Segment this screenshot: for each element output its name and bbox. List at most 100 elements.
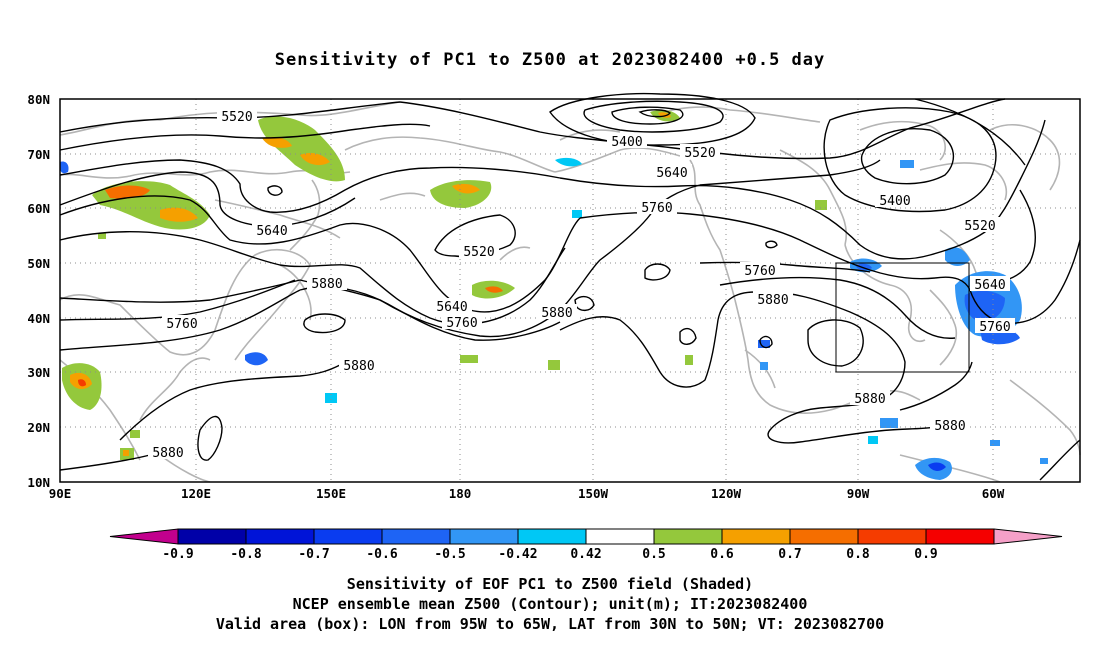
caption-block: Sensitivity of EOF PC1 to Z500 field (Sh… bbox=[0, 574, 1100, 634]
colorbar-swatch bbox=[313, 528, 383, 545]
contour-label: 5880 bbox=[854, 392, 885, 407]
colorbar-label: -0.8 bbox=[230, 547, 261, 562]
lat-label: 50N bbox=[27, 256, 50, 271]
contour-label-bg bbox=[459, 243, 499, 258]
contour-label-bg bbox=[637, 199, 677, 214]
contour-label: 5760 bbox=[744, 264, 775, 279]
contour-label-bg bbox=[680, 144, 720, 159]
colorbar-swatch bbox=[245, 528, 315, 545]
lon-label: 120E bbox=[181, 486, 211, 501]
lat-label: 40N bbox=[27, 311, 50, 326]
contour-label-bg bbox=[607, 133, 647, 148]
contour-label: 5880 bbox=[311, 277, 342, 292]
contour-label: 5520 bbox=[463, 245, 494, 260]
contour-label: 5520 bbox=[964, 219, 995, 234]
colorbar-label: 0.42 bbox=[570, 547, 601, 562]
contour-label-bg bbox=[442, 314, 482, 329]
contour-label-bg bbox=[960, 217, 1000, 232]
lon-label: 60W bbox=[982, 486, 1005, 501]
contour-label: 5880 bbox=[152, 446, 183, 461]
contour-label-bg bbox=[339, 357, 379, 372]
colorbar-label: -0.5 bbox=[434, 547, 465, 562]
contour-label-bg bbox=[252, 222, 292, 237]
map-frame bbox=[60, 99, 1080, 482]
colorbar-label: 0.5 bbox=[642, 547, 665, 562]
lat-label: 80N bbox=[27, 92, 50, 107]
colorbar-label: 0.8 bbox=[846, 547, 870, 562]
longitude-labels: 90E 120E 150E 180 150W 120W 90W 60W bbox=[49, 486, 1005, 501]
contour-label: 5520 bbox=[684, 146, 715, 161]
colorbar-label: -0.6 bbox=[366, 547, 397, 562]
contour-label: 5880 bbox=[757, 293, 788, 308]
contour-label: 5640 bbox=[256, 224, 287, 239]
contour-label: 5520 bbox=[221, 110, 252, 125]
contour-label-bg bbox=[148, 444, 188, 459]
contour-label-bg bbox=[930, 417, 970, 432]
lat-label: 70N bbox=[27, 147, 50, 162]
lat-label: 20N bbox=[27, 420, 50, 435]
contour-label-bg bbox=[740, 262, 780, 277]
colorbar-label: 0.9 bbox=[914, 547, 937, 562]
contour-label-bg bbox=[753, 291, 793, 306]
contour-label: 5880 bbox=[934, 419, 965, 434]
colorbar-label: -0.42 bbox=[498, 547, 537, 562]
lon-label: 90E bbox=[49, 486, 72, 501]
contour-label: 5640 bbox=[656, 166, 687, 181]
colorbar-swatch bbox=[653, 528, 723, 545]
caption-line: NCEP ensemble mean Z500 (Contour); unit(… bbox=[292, 595, 808, 613]
contour-label-bg bbox=[970, 276, 1010, 291]
caption-line: Valid area (box): LON from 95W to 65W, L… bbox=[215, 615, 885, 633]
colorbar-label: -0.7 bbox=[298, 547, 329, 562]
lon-label: 90W bbox=[847, 486, 870, 501]
colorbar-label: 0.6 bbox=[710, 547, 734, 562]
colorbar-swatch bbox=[789, 528, 859, 545]
lon-label: 120W bbox=[711, 486, 742, 501]
colorbar-labels: -0.9 -0.8 -0.7 -0.6 -0.5 -0.42 0.42 0.5 0.6 0.7 0.… bbox=[162, 547, 937, 562]
colorbar-label: -0.9 bbox=[162, 547, 193, 562]
colorbar-swatch bbox=[449, 528, 519, 545]
lon-label: 150W bbox=[578, 486, 609, 501]
lat-label: 10N bbox=[27, 475, 50, 490]
colorbar-swatch bbox=[585, 528, 655, 545]
contour-label-bg bbox=[537, 304, 577, 319]
contour-label-bg bbox=[975, 318, 1015, 333]
lon-label: 150E bbox=[316, 486, 346, 501]
lon-label: 180 bbox=[449, 486, 472, 501]
contour-label-bg bbox=[307, 275, 347, 290]
contour-label: 5640 bbox=[436, 300, 467, 315]
colorbar-swatch bbox=[517, 528, 587, 545]
contour-label-bg bbox=[162, 315, 202, 330]
map-title: Sensitivity of PC1 to Z500 at 2023082400… bbox=[274, 50, 826, 70]
colorbar-max-arrow bbox=[993, 528, 1063, 545]
contour-label-bg bbox=[850, 390, 890, 405]
colorbar bbox=[109, 528, 1063, 545]
lat-label: 60N bbox=[27, 201, 50, 216]
map-border bbox=[59, 98, 1081, 483]
contour-label: 5880 bbox=[541, 306, 572, 321]
colorbar-swatch bbox=[721, 528, 791, 545]
colorbar-swatch bbox=[177, 528, 247, 545]
colorbar-swatch bbox=[381, 528, 451, 545]
colorbar-label: 0.7 bbox=[778, 547, 801, 562]
contour-label-bg bbox=[217, 108, 257, 123]
caption-line: Sensitivity of EOF PC1 to Z500 field (Sh… bbox=[346, 575, 754, 593]
contour-label: 5640 bbox=[974, 278, 1005, 293]
contour-label: 5760 bbox=[446, 316, 477, 331]
contour-label: 5760 bbox=[979, 320, 1010, 335]
valid-area-box bbox=[835, 262, 970, 373]
contour-label: 5880 bbox=[343, 359, 374, 374]
colorbar-min-arrow bbox=[109, 528, 179, 545]
contour-label-bg bbox=[652, 164, 692, 179]
contour-label: 5400 bbox=[879, 194, 910, 209]
lat-label: 30N bbox=[27, 365, 50, 380]
coastlines bbox=[59, 101, 1081, 483]
contour-label: 5760 bbox=[166, 317, 197, 332]
contour-label-bg bbox=[432, 298, 472, 313]
contour-label: 5760 bbox=[641, 201, 672, 216]
positive-sensitivity-shading bbox=[62, 110, 827, 460]
latitude-labels: 80N 70N 60N 50N 40N 30N 20N 10N bbox=[27, 92, 50, 490]
contour-label: 5400 bbox=[611, 135, 642, 150]
contour-label-bg bbox=[875, 192, 915, 207]
